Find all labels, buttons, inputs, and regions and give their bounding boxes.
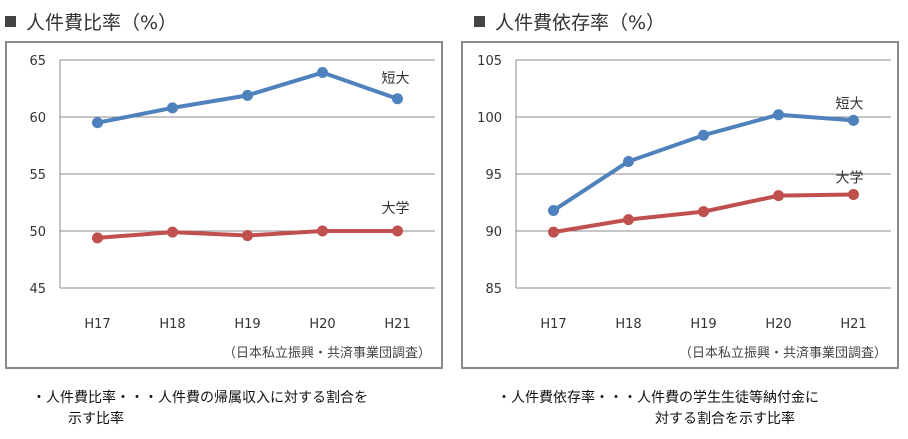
- data-point: [848, 114, 859, 126]
- data-point: [92, 117, 103, 129]
- x-tick-label: H19: [690, 317, 716, 332]
- note-line: 示す比率: [68, 411, 124, 427]
- source-note: （日本私立振興・共済事業団調査）: [222, 346, 431, 361]
- data-point: [242, 89, 253, 101]
- definition-note-right: ・人件費依存率・・・人件費の学生生徒等納付金に 対する割合を示す比率: [497, 388, 819, 430]
- y-tick-label: 95: [485, 168, 502, 183]
- y-tick-label: 50: [29, 225, 46, 240]
- chart-title-text: 人件費比率（%）: [26, 12, 178, 34]
- data-point: [317, 67, 328, 79]
- data-point: [242, 230, 253, 242]
- series-label: 大学: [836, 171, 864, 187]
- x-tick-label: H21: [384, 317, 410, 332]
- chart-title-text: 人件費依存率（%）: [495, 12, 666, 34]
- data-point: [167, 226, 178, 238]
- data-point: [392, 93, 403, 105]
- data-point: [698, 129, 709, 141]
- y-tick-label: 60: [29, 111, 46, 126]
- x-tick-label: H18: [159, 317, 185, 332]
- data-point: [773, 190, 784, 202]
- x-tick-label: H18: [615, 317, 641, 332]
- x-tick-label: H17: [84, 317, 110, 332]
- data-point: [548, 204, 559, 216]
- chart-title-left: 人件費比率（%）: [5, 8, 177, 35]
- y-tick-label: 100: [477, 111, 502, 126]
- data-point: [773, 109, 784, 121]
- y-tick-label: 45: [29, 282, 46, 297]
- data-point: [623, 214, 634, 226]
- definition-note-left: ・人件費比率・・・人件費の帰属収入に対する割合を 示す比率: [32, 388, 368, 430]
- x-tick-label: H20: [309, 317, 335, 332]
- series-label: 短大: [836, 96, 864, 112]
- data-point: [848, 189, 859, 201]
- chart-panel-right: 85 90 95 100 105 H17 H18 H19 H20 H21 短大大学 （日本私立振興・…: [461, 41, 899, 369]
- series-label: 短大: [382, 71, 410, 87]
- x-tick-label: H21: [840, 317, 866, 332]
- data-point: [392, 225, 403, 237]
- note-line: ・人件費比率・・・人件費の帰属収入に対する割合を: [32, 390, 368, 406]
- data-point: [167, 102, 178, 114]
- note-line: ・人件費依存率・・・人件費の学生生徒等納付金に: [497, 390, 819, 406]
- square-bullet-icon: [474, 16, 485, 27]
- source-note: （日本私立振興・共済事業団調査）: [678, 346, 887, 361]
- x-tick-label: H17: [540, 317, 566, 332]
- data-point: [698, 206, 709, 218]
- data-point: [548, 226, 559, 238]
- y-tick-label: 105: [477, 54, 502, 69]
- y-tick-label: 85: [485, 282, 502, 297]
- chart-title-right: 人件費依存率（%）: [474, 8, 665, 35]
- data-point: [92, 232, 103, 244]
- chart-panel-left: 45 50 55 60 65 H17 H18 H19 H20 H21 短大大学 （日本私立振興・共済…: [5, 41, 443, 369]
- x-tick-label: H19: [234, 317, 260, 332]
- y-tick-label: 55: [29, 168, 46, 183]
- y-tick-label: 65: [29, 54, 46, 69]
- x-tick-label: H20: [765, 317, 791, 332]
- series-label: 大学: [382, 201, 410, 217]
- note-line: 対する割合を示す比率: [655, 411, 795, 427]
- y-tick-label: 90: [485, 225, 502, 240]
- data-point: [317, 225, 328, 237]
- square-bullet-icon: [5, 16, 16, 27]
- data-point: [623, 155, 634, 167]
